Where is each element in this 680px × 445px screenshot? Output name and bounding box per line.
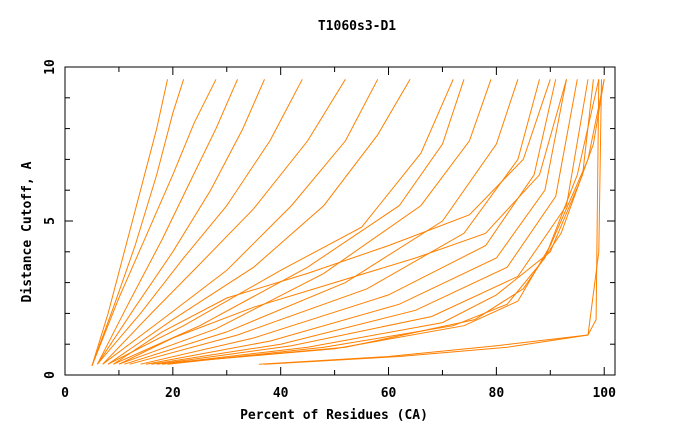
- series-line-17: [156, 79, 589, 365]
- y-axis-label: Distance Cutoff, A: [20, 161, 35, 302]
- series-line-0: [91, 79, 168, 366]
- series-line-13: [129, 79, 540, 365]
- series-line-11: [118, 79, 492, 365]
- series-line-12: [124, 79, 519, 365]
- x-tick-label: 100: [592, 386, 616, 401]
- series-group: [91, 79, 605, 366]
- series-line-6: [102, 79, 346, 365]
- series-line-24: [259, 79, 600, 365]
- x-tick-label: 40: [273, 386, 289, 401]
- series-line-2: [91, 79, 217, 366]
- x-tick-label: 0: [61, 386, 69, 401]
- series-line-3: [96, 79, 238, 365]
- y-tick-label: 0: [43, 371, 58, 379]
- series-line-18: [162, 79, 594, 365]
- series-line-20: [172, 79, 605, 364]
- series-line-19: [167, 79, 600, 365]
- x-tick-label: 80: [489, 386, 505, 401]
- x-axis-label: Percent of Residues (CA): [240, 408, 428, 423]
- series-line-7: [102, 79, 379, 365]
- series-line-23: [113, 79, 551, 365]
- series-line-14: [140, 79, 557, 365]
- x-tick-label: 20: [165, 386, 181, 401]
- series-line-25: [264, 79, 602, 365]
- series-line-15: [145, 79, 567, 365]
- chart-title: T1060s3-D1: [318, 19, 396, 34]
- series-line-4: [96, 79, 265, 365]
- y-tick-label: 5: [43, 217, 58, 225]
- series-line-21: [172, 79, 605, 364]
- series-line-22: [118, 79, 567, 365]
- series-line-10: [113, 79, 465, 365]
- series-line-9: [107, 79, 454, 365]
- series-line-16: [151, 79, 578, 365]
- y-tick-label: 10: [43, 59, 58, 75]
- series-line-5: [97, 79, 303, 365]
- series-line-1: [91, 79, 185, 366]
- series-line-8: [107, 79, 411, 365]
- x-tick-label: 60: [381, 386, 397, 401]
- ticks-group: 0 20 40 60 80 100 0 5 10: [43, 59, 616, 401]
